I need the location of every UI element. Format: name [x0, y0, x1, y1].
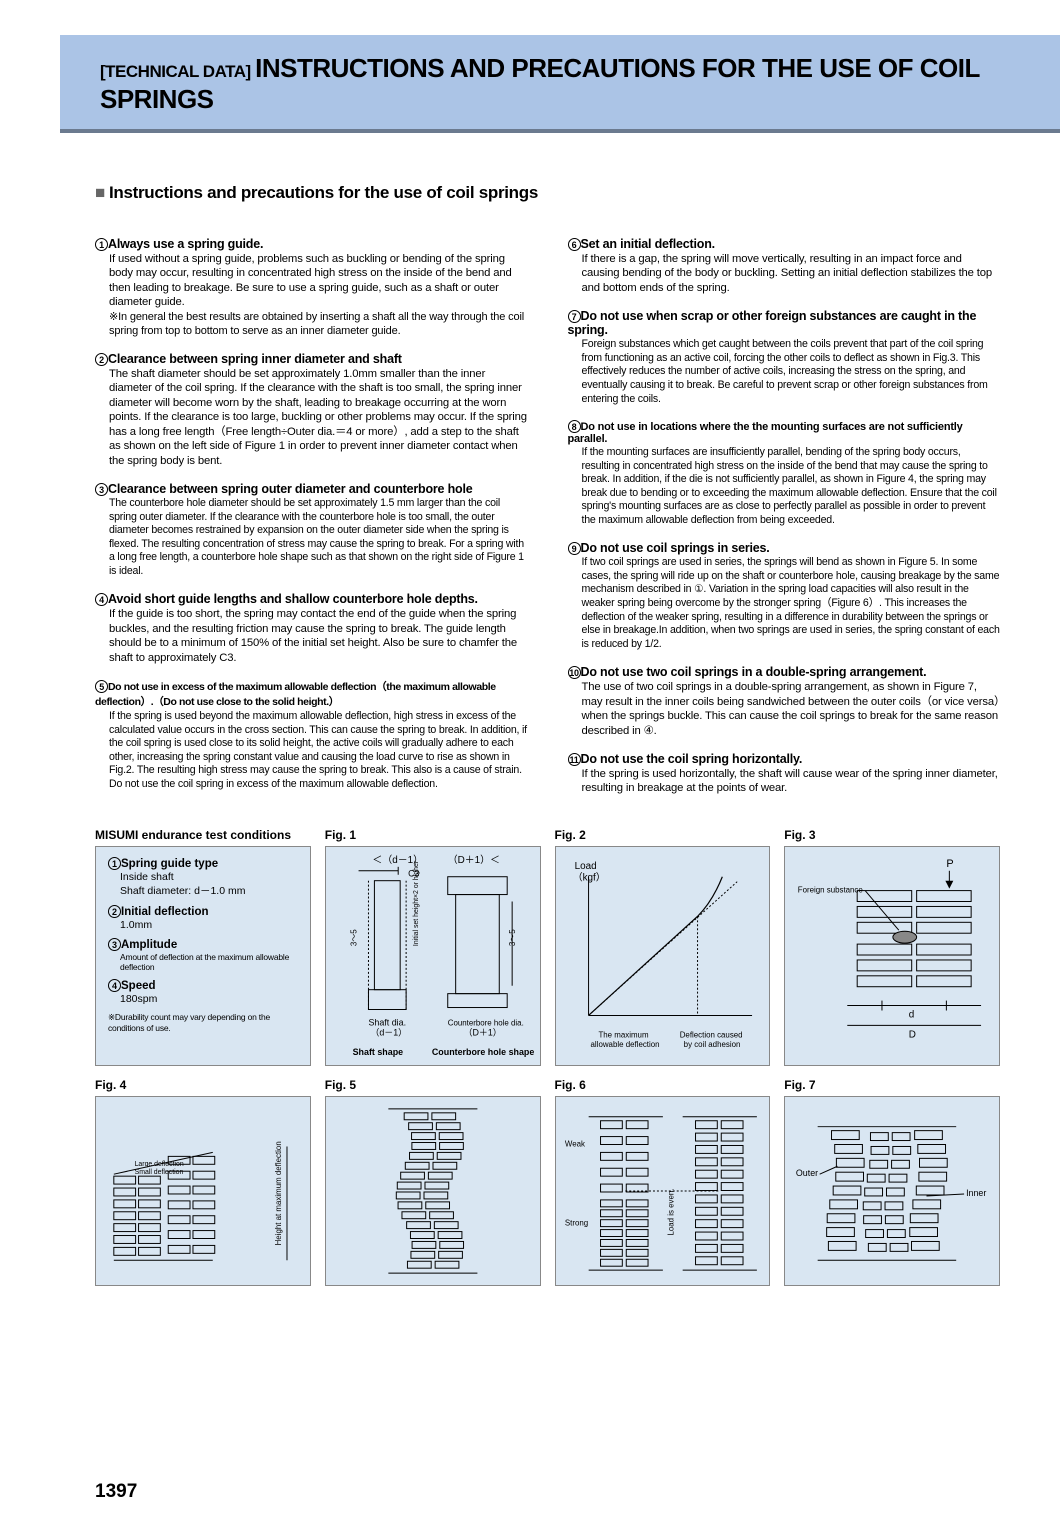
section-heading: ■Instructions and precautions for the us… [95, 183, 1000, 203]
right-column: 6Set an initial deflection.If there is a… [568, 237, 1001, 810]
svg-text:Foreign substance: Foreign substance [798, 886, 864, 895]
fig5 [325, 1096, 541, 1286]
fig3: P Foreign substance [784, 846, 1000, 1066]
svg-text:Counterbore hole dia.: Counterbore hole dia. [447, 1018, 523, 1027]
svg-text:3～5: 3～5 [349, 929, 358, 946]
svg-text:（D＋1）: （D＋1） [463, 1027, 501, 1037]
svg-text:Shaft shape: Shaft shape [352, 1047, 403, 1057]
svg-text:The maximum: The maximum [598, 1030, 648, 1039]
svg-text:Large deflection: Large deflection [135, 1161, 184, 1168]
svg-text:Counterbore hole shape: Counterbore hole shape [432, 1047, 534, 1057]
svg-text:Shaft dia.: Shaft dia. [368, 1017, 406, 1027]
fig7-label: Fig. 7 [784, 1078, 1000, 1092]
svg-text:Load is even.: Load is even. [666, 1188, 675, 1235]
svg-text:（kgf）: （kgf） [572, 872, 605, 884]
svg-text:Load: Load [574, 861, 596, 872]
svg-text:Height at maximum deflection: Height at maximum deflection [274, 1141, 283, 1245]
fig6-label: Fig. 6 [555, 1078, 771, 1092]
svg-text:Strong: Strong [564, 1219, 587, 1228]
svg-text:Initial set height×2 or higher: Initial set height×2 or higher [413, 860, 420, 946]
svg-text:（D＋1）＜: （D＋1）＜ [447, 854, 499, 866]
svg-text:d: d [909, 1009, 915, 1020]
svg-text:P: P [947, 858, 954, 870]
test-heading: MISUMI endurance test conditions [95, 828, 311, 842]
page-number: 1397 [95, 1481, 137, 1503]
svg-text:Deflection caused: Deflection caused [679, 1030, 742, 1039]
svg-text:by coil adhesion: by coil adhesion [683, 1040, 740, 1049]
fig4: Large deflection Small deflection Height… [95, 1096, 311, 1286]
svg-text:Outer: Outer [796, 1168, 818, 1178]
title-banner: [TECHNICAL DATA] INSTRUCTIONS AND PRECAU… [60, 35, 1060, 133]
svg-text:D: D [909, 1029, 916, 1040]
banner-prefix: [TECHNICAL DATA] [100, 62, 251, 81]
svg-text:（d－1）: （d－1） [370, 1027, 407, 1037]
svg-text:allowable deflection: allowable deflection [590, 1040, 659, 1049]
fig2-label: Fig. 2 [555, 828, 771, 842]
left-column: 1Always use a spring guide.If used witho… [95, 237, 528, 810]
fig1-label: Fig. 1 [325, 828, 541, 842]
svg-text:3～5: 3～5 [508, 929, 517, 946]
fig5-label: Fig. 5 [325, 1078, 541, 1092]
fig6: Weak Strong Load is even. [555, 1096, 771, 1286]
svg-text:Weak: Weak [564, 1139, 584, 1148]
fig7: Outer Inner [784, 1096, 1000, 1286]
fig2: Load （kgf） The maximum allowable deflect… [555, 846, 771, 1066]
svg-text:Inner: Inner [966, 1188, 986, 1198]
svg-text:Small deflection: Small deflection [135, 1169, 184, 1176]
test-conditions: 1Spring guide typeInside shaftShaft diam… [95, 846, 311, 1066]
fig4-label: Fig. 4 [95, 1078, 311, 1092]
fig3-label: Fig. 3 [784, 828, 1000, 842]
fig1: ＜（d－1） （D＋1）＜ C3 3～5 3～5 [325, 846, 541, 1066]
